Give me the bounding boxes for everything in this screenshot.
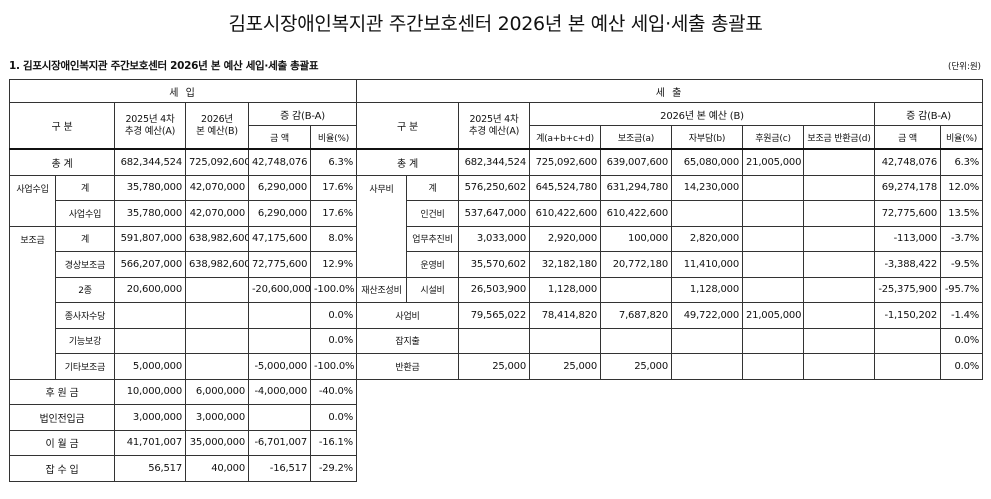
- income-col-cur: 2026년 본 예산(B): [185, 102, 249, 150]
- expense-col-return: 보조금 반환금(d): [803, 125, 875, 150]
- table-row: 보조금 계 591,807,000 638,982,600 47,175,600…: [9, 225, 357, 252]
- expense-col-total: 계(a+b+c+d): [529, 125, 601, 150]
- expense-col-cur: 2026년 본 예산 (B): [529, 102, 875, 126]
- income-header-row: 세 입: [9, 79, 357, 103]
- income-header: 세 입: [9, 79, 357, 103]
- expense-col-amount: 금 액: [874, 125, 941, 150]
- table-row: 기능보강 0.0%: [9, 327, 357, 354]
- table-row: 법인전입금 3,000,000 3,000,000 0.0%: [9, 404, 357, 431]
- income-col-category: 구 분: [9, 102, 115, 150]
- income-col-diff: 증 감(B-A): [248, 102, 357, 126]
- table-row: 2종 20,600,000 -20,600,000 -100.0%: [9, 276, 357, 303]
- table-row: 총 계 682,344,524 725,092,600 42,748,076 6…: [9, 148, 357, 176]
- table-row: 사무비 계 576,250,602 645,524,780 631,294,78…: [356, 174, 984, 201]
- expense-col-self: 자부담(b): [671, 125, 743, 150]
- expense-header: 세 출: [355, 79, 984, 103]
- table-row: 사업비 79,565,022 78,414,820 7,687,820 49,7…: [356, 302, 984, 329]
- expense-table: 세 출 구 분 2025년 4차 추경 예산(A) 2026년 본 예산 (B) …: [355, 79, 984, 380]
- expense-col-diff: 증 감(B-A): [873, 102, 984, 126]
- table-row: 기타보조금 5,000,000 -5,000,000 -100.0%: [9, 353, 357, 380]
- table-row: 경상보조금 566,207,000 638,982,600 72,775,600…: [9, 251, 357, 278]
- table-row: 잡지출 0.0%: [356, 327, 984, 354]
- table-row: 사업수입 계 35,780,000 42,070,000 6,290,000 1…: [9, 174, 357, 201]
- table-row: 후 원 금 10,000,000 6,000,000 -4,000,000 -4…: [9, 378, 357, 405]
- table-row: 사업수입 35,780,000 42,070,000 6,290,000 17.…: [9, 200, 357, 227]
- income-col-prev: 2025년 4차 추경 예산(A): [114, 102, 186, 150]
- table-row: 종사자수당 0.0%: [9, 302, 357, 329]
- table-row: 총 계 682,344,524 725,092,600 639,007,600 …: [356, 148, 984, 176]
- document-title: 김포시장애인복지관 주간보호센터 2026년 본 예산 세입·세출 총괄표: [228, 13, 763, 35]
- income-table: 세 입 구 분 2025년 4차 추경 예산(A) 2026년 본 예산(B) 증 …: [9, 79, 357, 482]
- expense-col-prev: 2025년 4차 추경 예산(A): [458, 102, 530, 150]
- expense-col-subsidy: 보조금(a): [600, 125, 672, 150]
- table-row: 운영비 35,570,602 32,182,180 20,772,180 11,…: [356, 251, 984, 278]
- unit-label: (단위:원): [948, 62, 981, 72]
- expense-col-donation: 후원금(c): [742, 125, 804, 150]
- income-col-amount: 금 액: [248, 125, 311, 150]
- table-row: 이 월 금 41,701,007 35,000,000 -6,701,007 -…: [9, 429, 357, 456]
- table-row: 잡 수 입 56,517 40,000 -16,517 -29.2%: [9, 455, 357, 482]
- table-row: 업무추진비 3,033,000 2,920,000 100,000 2,820,…: [356, 225, 984, 252]
- table-row: 재산조성비 시설비 26,503,900 1,128,000 1,128,000…: [356, 276, 984, 303]
- income-col-ratio: 비율(%): [310, 125, 357, 150]
- table-row: 인건비 537,647,000 610,422,600 610,422,600 …: [356, 200, 984, 227]
- section-subtitle: 1. 김포시장애인복지관 주간보호센터 2026년 본 예산 세입·세출 총괄표: [9, 60, 319, 72]
- expense-col-category: 구 분: [356, 102, 459, 150]
- expense-col-ratio: 비율(%): [939, 125, 984, 150]
- table-row: 반환금 25,000 25,000 25,000 0.0%: [356, 353, 984, 380]
